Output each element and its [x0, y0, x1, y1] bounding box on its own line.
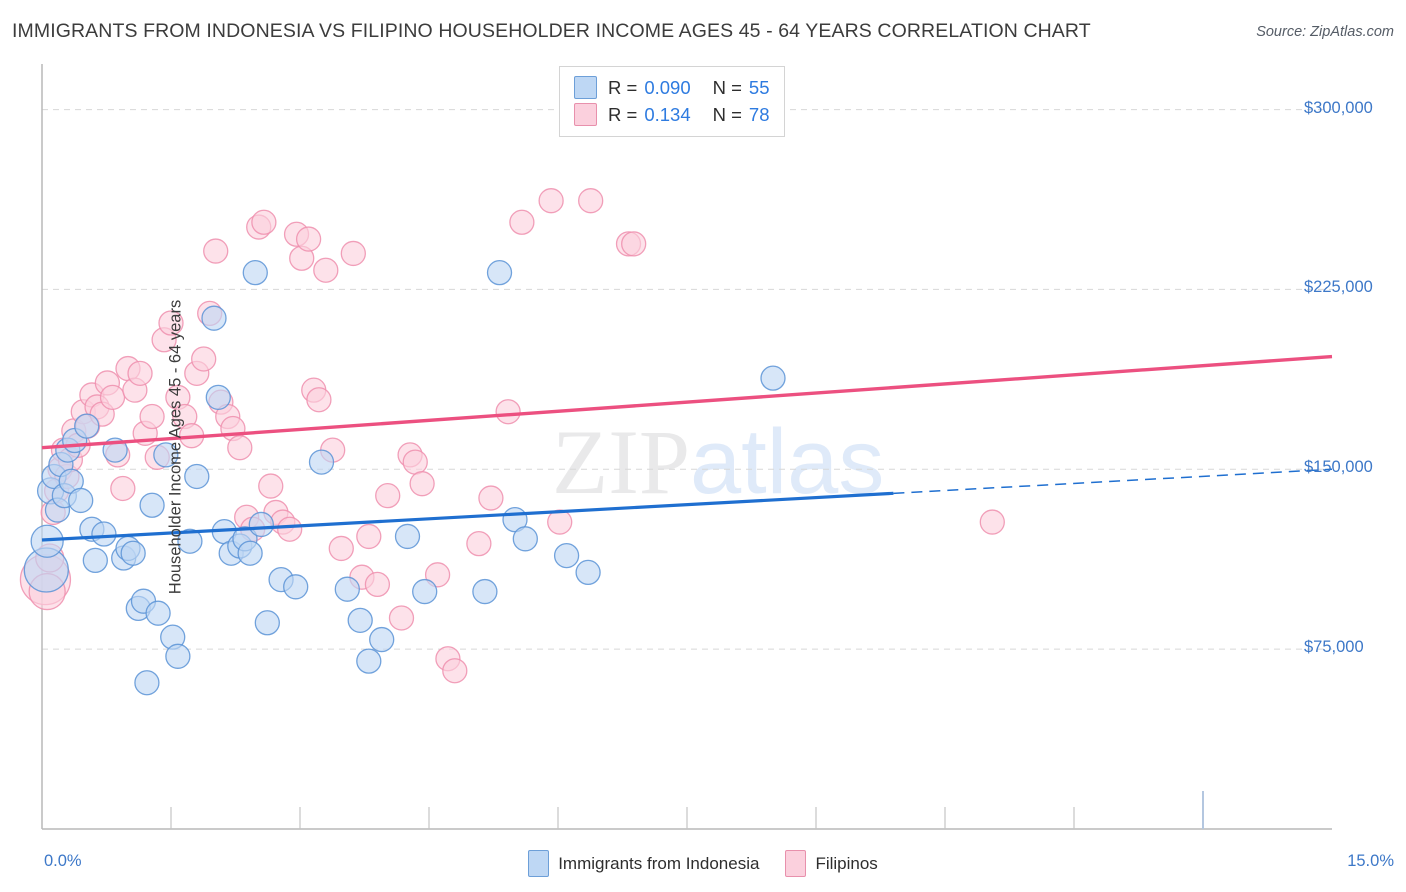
scatter-points-indonesia	[23, 259, 786, 696]
correlation-stats-legend: R = 0.090 N = 55 R = 0.134 N = 78	[559, 66, 785, 137]
legend-item-indonesia[interactable]: Immigrants from Indonesia	[528, 850, 759, 877]
stats-n-value-filipinos: 78	[748, 103, 770, 125]
legend-item-filipinos[interactable]: Filipinos	[785, 850, 878, 877]
y-axis-title: Householder Income Ages 45 - 64 years	[166, 299, 185, 594]
stats-row-filipinos: R = 0.134 N = 78	[574, 101, 770, 128]
x-axis-max-label: 15.0%	[1347, 852, 1394, 870]
legend-label-indonesia: Immigrants from Indonesia	[558, 853, 760, 873]
y-axis-tick-label: $75,000	[1304, 638, 1364, 657]
scatter-svg	[19, 64, 1333, 830]
y-axis-tick-label: $150,000	[1304, 458, 1373, 477]
x-axis-min-label: 0.0%	[44, 852, 82, 870]
legend-swatch-indonesia	[528, 850, 550, 877]
stats-r-label-filipinos: R =	[608, 103, 638, 125]
stats-r-value-filipinos: 0.134	[644, 103, 691, 125]
stats-r-label-indonesia: R =	[608, 76, 638, 98]
gridlines	[42, 109, 1332, 650]
stats-swatch-filipinos	[574, 103, 597, 126]
stats-n-label-filipinos: N =	[712, 103, 742, 125]
source-attribution: Source: ZipAtlas.com	[1256, 24, 1394, 40]
stats-row-indonesia: R = 0.090 N = 55	[574, 74, 770, 101]
trend-lines	[41, 354, 1333, 542]
stats-n-label-indonesia: N =	[712, 76, 742, 98]
page-title: IMMIGRANTS FROM INDONESIA VS FILIPINO HO…	[12, 20, 1091, 42]
plot-area: ZIPatlas Householder Income Ages 45 - 64…	[19, 64, 1333, 830]
y-axis-tick-label: $300,000	[1304, 98, 1373, 117]
legend-label-filipinos: Filipinos	[815, 853, 878, 873]
stats-n-value-indonesia: 55	[748, 76, 770, 98]
y-axis-tick-label: $225,000	[1304, 278, 1373, 297]
stats-swatch-indonesia	[574, 76, 597, 99]
stats-r-value-indonesia: 0.090	[644, 76, 691, 98]
series-legend: Immigrants from Indonesia Filipinos	[0, 850, 1406, 877]
legend-swatch-filipinos	[785, 850, 807, 877]
x-tick-marks	[170, 791, 1204, 829]
